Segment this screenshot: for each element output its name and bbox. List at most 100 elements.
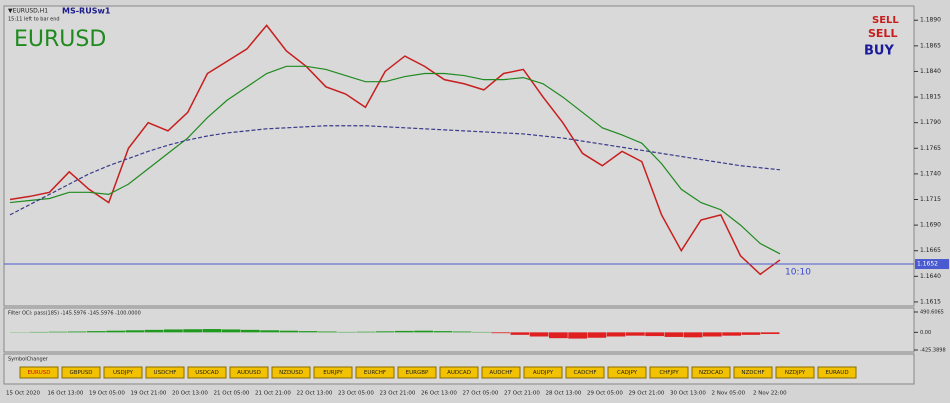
symbol-button[interactable] <box>61 366 101 379</box>
osc-bar <box>183 329 202 333</box>
symbol-button-label[interactable]: EURJPY <box>323 370 343 376</box>
x-tick-label: 27 Oct 21:00 <box>504 391 540 397</box>
symbol-button[interactable] <box>817 366 857 379</box>
osc-bar <box>433 331 453 333</box>
osc-bar <box>760 332 780 335</box>
series-line <box>9 65 781 255</box>
symbol-button-label[interactable]: AUDJPY <box>533 370 554 376</box>
osc-bar <box>164 329 183 333</box>
x-tick-label: 16 Oct 13:00 <box>48 391 84 397</box>
symbol-label: ▼EURUSD,H1 <box>8 8 48 15</box>
y-tick-label: 1.1640 <box>920 273 941 280</box>
symbol-button[interactable] <box>481 366 521 379</box>
osc-bar <box>549 332 568 339</box>
symbol-button[interactable] <box>187 366 227 379</box>
x-tick-label: 26 Oct 13:00 <box>421 391 457 397</box>
x-tick-label: 2 Nov 05:00 <box>712 391 746 397</box>
osc-bar <box>48 331 68 333</box>
symbol-button[interactable] <box>313 366 353 379</box>
osc-bar <box>260 330 279 333</box>
osc-bar <box>568 332 587 339</box>
osc-bar <box>221 329 241 333</box>
sell-button[interactable]: SELL <box>872 15 899 26</box>
osc-bar <box>298 331 318 333</box>
osc-bar <box>144 329 164 333</box>
symbol-button-label[interactable]: EURGBP <box>406 370 429 376</box>
symbol-button-label[interactable]: CHFJPY <box>659 370 679 376</box>
symbol-button[interactable] <box>775 366 815 379</box>
symbol-button[interactable] <box>229 366 269 379</box>
osc-bar <box>683 332 703 338</box>
symbol-button[interactable] <box>103 366 143 379</box>
symbol-button[interactable] <box>649 366 689 379</box>
symbol-button-label[interactable]: EURCHF <box>364 370 386 376</box>
symbol-button[interactable] <box>733 366 773 379</box>
timer-label: 15:11 left to bar end <box>8 17 60 23</box>
osc-bar <box>318 331 337 333</box>
x-tick-label: 21 Oct 05:00 <box>214 391 250 397</box>
symbol-button[interactable] <box>565 366 605 379</box>
symbol-button[interactable] <box>607 366 647 379</box>
symbol-button-label[interactable]: NZDCAD <box>699 370 723 376</box>
symbol-button[interactable] <box>523 366 563 379</box>
symbol-button-label[interactable]: USDJPY <box>113 370 134 376</box>
osc-bar <box>741 332 761 335</box>
symbol-button-label[interactable]: NZDJPY <box>785 370 806 376</box>
symbol-button-label[interactable]: AUDUSD <box>237 370 261 376</box>
symbol-button[interactable] <box>145 366 185 379</box>
y-tick-label: 1.1715 <box>920 196 941 203</box>
osc-bar <box>664 332 684 337</box>
x-tick-label: 20 Oct 13:00 <box>172 391 208 397</box>
bar-timer: 10:10 <box>785 268 811 278</box>
symbol-button-label[interactable]: USDCHF <box>154 370 177 376</box>
buy-button[interactable]: BUY <box>864 44 894 59</box>
sell-button[interactable]: SELL <box>868 27 897 40</box>
osc-bar <box>491 332 510 334</box>
osc-bar <box>125 330 145 333</box>
y-tick-label: 1.1790 <box>920 119 941 126</box>
osc-bar <box>356 331 376 333</box>
x-tick-label: 19 Oct 05:00 <box>89 391 125 397</box>
symbol-button-label[interactable]: NZDCHF <box>741 370 764 376</box>
symbol-button[interactable] <box>19 366 59 379</box>
y-tick-label: 0.00 <box>920 330 931 336</box>
osc-bar <box>67 331 87 333</box>
indicator-title: Filter OCI: pass(185) -145.5976 -145.597… <box>8 311 141 317</box>
symbol-button-label[interactable]: AUDCAD <box>447 370 471 376</box>
symbol-button-label[interactable]: AUDCHF <box>489 370 512 376</box>
y-tick-label: 1.1890 <box>920 17 941 24</box>
price-tag-label: 1.1652 <box>917 261 938 268</box>
y-tick-label: 1.1765 <box>920 145 941 152</box>
osc-bar <box>87 331 106 333</box>
symbol-button[interactable] <box>271 366 311 379</box>
osc-bar <box>529 332 549 337</box>
osc-bar <box>703 332 722 337</box>
symbol-button-label[interactable]: GBPUSD <box>69 370 92 376</box>
osc-bar <box>106 330 125 333</box>
y-tick-label: 1.1815 <box>920 94 941 101</box>
series-line <box>9 24 781 276</box>
osc-bar <box>722 332 741 336</box>
x-tick-label: 28 Oct 13:00 <box>546 391 582 397</box>
x-tick-label: 15 Oct 2020 <box>6 391 41 397</box>
symbol-button-label[interactable]: CADCHF <box>574 370 597 376</box>
symbol-button[interactable] <box>439 366 479 379</box>
osc-bar <box>395 330 414 333</box>
symbol-button-label[interactable]: EURUSD <box>27 370 50 376</box>
y-tick-label: 1.1865 <box>920 42 941 49</box>
y-tick-label: 490.6065 <box>920 310 944 316</box>
y-tick-label: 1.1615 <box>920 298 941 305</box>
symbol-button-label[interactable]: USDCAD <box>195 370 219 376</box>
symbol-button-label[interactable]: CADJPY <box>617 370 638 376</box>
osc-bar <box>587 332 607 338</box>
symbol-button-label[interactable]: NZDUSD <box>279 370 303 376</box>
y-tick-label: 1.1690 <box>920 222 941 229</box>
symbol-button[interactable] <box>691 366 731 379</box>
symbol-button[interactable] <box>397 366 437 379</box>
symbol-button-label[interactable]: EURAUD <box>825 370 848 376</box>
x-tick-label: 29 Oct 21:00 <box>629 391 665 397</box>
symbol-button[interactable] <box>355 366 395 379</box>
x-tick-label: 19 Oct 21:00 <box>131 391 167 397</box>
x-tick-label: 21 Oct 21:00 <box>255 391 291 397</box>
